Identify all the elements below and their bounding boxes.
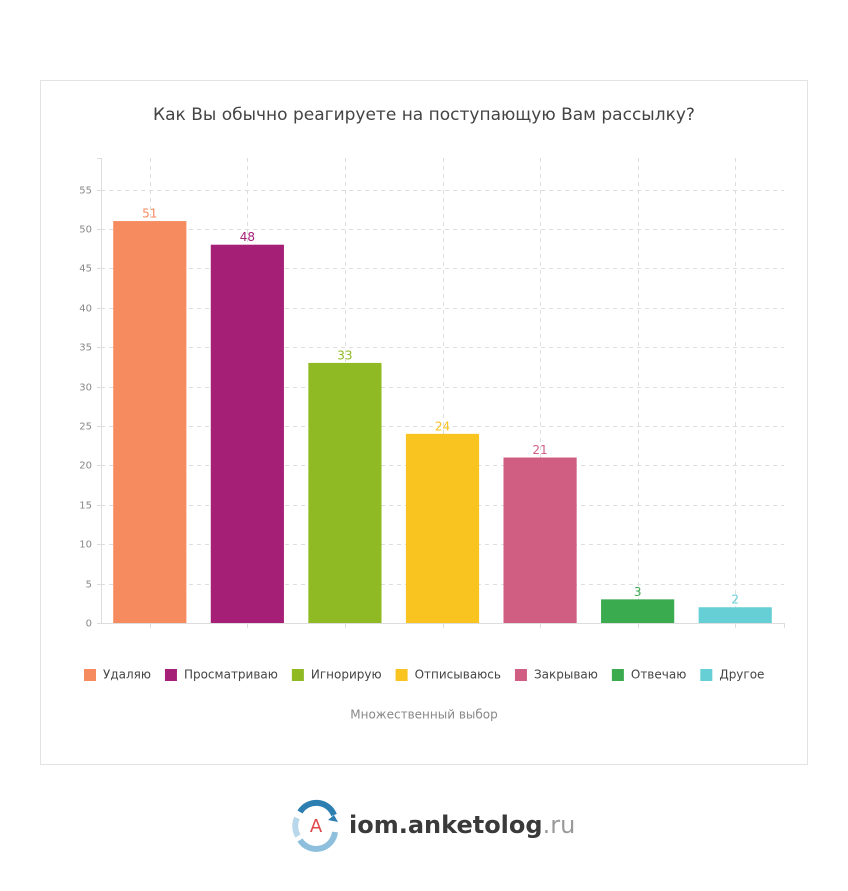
- y-tick-label: 40: [79, 304, 92, 315]
- legend-label: Удаляю: [103, 668, 151, 682]
- y-tick-label: 25: [79, 422, 92, 433]
- legend-label: Закрываю: [534, 668, 598, 682]
- y-tick-label: 10: [79, 540, 92, 551]
- y-tick-label: 0: [86, 619, 92, 630]
- value-label: 24: [435, 419, 450, 433]
- legend-swatch: [611, 669, 624, 681]
- legend-swatch: [395, 669, 408, 681]
- bar: [210, 244, 284, 623]
- y-tick-label: 30: [79, 383, 92, 394]
- logo-letter: A: [310, 816, 323, 837]
- logo-tld: .ru: [543, 811, 576, 839]
- bar: [601, 599, 675, 623]
- bar: [698, 607, 772, 623]
- value-label: 51: [142, 207, 157, 221]
- y-tick-label: 50: [79, 225, 92, 236]
- legend-label: Игнорирую: [311, 668, 382, 682]
- y-tick-label: 55: [79, 186, 92, 197]
- chart-title: Как Вы обычно реагируете на поступающую …: [153, 105, 695, 125]
- value-label: 3: [634, 585, 642, 599]
- y-tick-label: 35: [79, 343, 92, 354]
- logo-core: [303, 813, 329, 839]
- legend-swatch: [514, 669, 527, 681]
- y-tick-label: 45: [79, 264, 92, 275]
- legend-swatch: [164, 669, 177, 681]
- bar: [405, 433, 480, 623]
- bar: [113, 221, 187, 623]
- y-tick-label: 5: [86, 580, 92, 591]
- legend-swatch: [700, 669, 713, 681]
- logo-name-text: iom.anketolog: [349, 811, 543, 839]
- value-label: 48: [240, 230, 255, 244]
- logo-arc: [292, 816, 301, 838]
- logo-icon: A: [292, 799, 338, 852]
- legend-label: Отписываюсь: [415, 668, 501, 682]
- note: Множественный выбор: [350, 708, 497, 722]
- y-tick-label: 15: [79, 501, 92, 512]
- logo-arrow: [328, 815, 338, 822]
- value-label: 21: [532, 443, 547, 457]
- value-label: 33: [337, 348, 352, 362]
- bar: [503, 457, 577, 623]
- legend-swatch: [291, 669, 304, 681]
- logo-arc: [297, 799, 337, 817]
- bar: [308, 362, 382, 623]
- value-label: 2: [731, 593, 739, 607]
- legend-label: Просматриваю: [184, 668, 278, 682]
- logo-name: iom.anketolog.ru: [349, 811, 575, 839]
- logo-arc: [297, 831, 338, 852]
- y-tick-label: 20: [79, 461, 92, 472]
- legend-swatch: [84, 669, 96, 681]
- legend-label: Другое: [719, 668, 764, 682]
- legend-label: Отвечаю: [631, 668, 686, 682]
